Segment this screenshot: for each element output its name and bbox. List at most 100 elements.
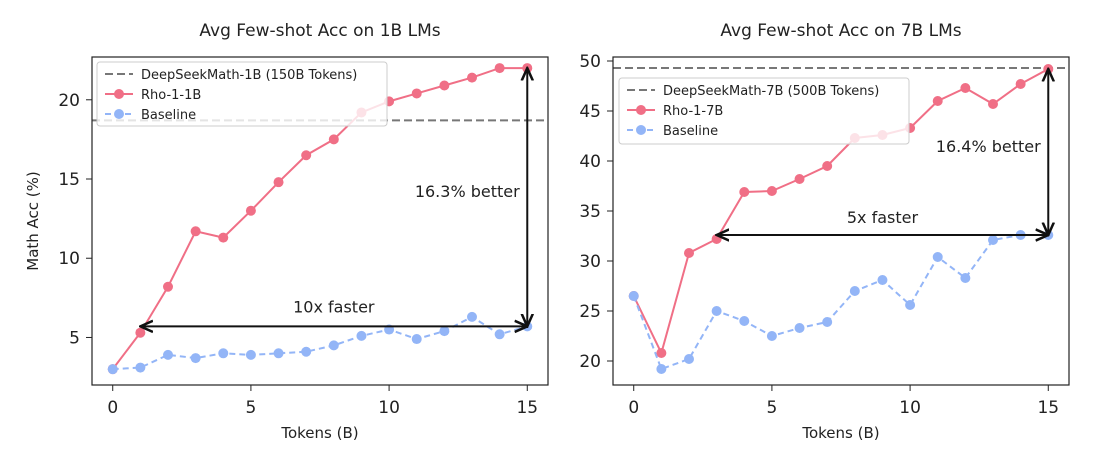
- data-point: [822, 317, 833, 327]
- annotation-label: 16.3% better: [415, 182, 520, 201]
- data-point: [190, 226, 201, 237]
- legend-label: Baseline: [141, 108, 196, 123]
- data-point: [467, 311, 477, 322]
- series-line-baseline: [632, 234, 1049, 371]
- legend: DeepSeekMath-1B (150B Tokens) Rho-1-1B Bas…: [96, 61, 388, 127]
- data-point: [411, 88, 422, 99]
- data-point: [439, 326, 450, 337]
- chart-title: Avg Few-shot Acc on 7B LMs: [720, 21, 961, 41]
- data-point: [656, 348, 667, 358]
- x-tick-label: 5: [245, 398, 256, 418]
- data-point: [273, 348, 284, 359]
- data-point: [739, 187, 750, 197]
- x-tick-label: 0: [107, 398, 118, 418]
- data-point: [328, 134, 339, 145]
- y-tick-label: 50: [579, 52, 601, 72]
- legend: DeepSeekMath-7B (500B Tokens) Rho-1-7B Bas…: [618, 77, 910, 145]
- data-point: [218, 348, 229, 359]
- x-tick-label: 5: [766, 398, 777, 418]
- data-point: [190, 353, 201, 364]
- legend-label: DeepSeekMath-7B (500B Tokens): [663, 84, 879, 99]
- legend-swatch-marker: [114, 109, 124, 119]
- data-point: [656, 364, 667, 374]
- data-point: [905, 300, 916, 310]
- data-point: [822, 161, 833, 171]
- y-tick-label: 20: [58, 91, 80, 111]
- y-tick-label: 15: [58, 170, 80, 190]
- legend-label: Rho-1-7B: [663, 104, 723, 119]
- data-point: [439, 80, 450, 91]
- data-point: [356, 330, 367, 341]
- data-point: [684, 354, 694, 364]
- data-point: [301, 346, 312, 357]
- data-point: [684, 248, 694, 258]
- x-axis-title: Tokens (B): [280, 424, 358, 442]
- legend-label: Rho-1-1B: [141, 88, 201, 103]
- data-point: [301, 150, 312, 161]
- data-point: [988, 99, 998, 109]
- series-line-baseline: [112, 315, 528, 371]
- data-point: [218, 232, 229, 243]
- y-axis-title: Math Acc (%): [24, 171, 42, 271]
- data-point: [960, 83, 971, 93]
- data-point: [932, 252, 943, 262]
- data-point: [135, 362, 146, 373]
- data-point: [245, 205, 256, 216]
- legend-label: DeepSeekMath-1B (150B Tokens): [141, 68, 357, 83]
- data-point: [245, 349, 256, 360]
- legend-box: [96, 61, 388, 127]
- data-point: [766, 186, 777, 196]
- y-tick-label: 10: [58, 249, 80, 269]
- data-point: [766, 331, 777, 341]
- data-point: [794, 174, 805, 184]
- plot-frame: [91, 56, 549, 386]
- x-tick-label: 15: [1037, 398, 1059, 418]
- data-point: [411, 334, 422, 345]
- x-tick-label: 10: [899, 398, 921, 418]
- data-point: [163, 349, 173, 360]
- data-point: [988, 235, 998, 245]
- x-tick-label: 0: [628, 398, 639, 418]
- y-tick-label: 45: [579, 102, 601, 122]
- data-point: [794, 323, 805, 333]
- annotation-label: 5x faster: [847, 208, 919, 227]
- chart-2: Avg Few-shot Acc on 7B LMs 5x faster 16.4%…: [579, 21, 1070, 442]
- annotation-label: 16.4% better: [936, 137, 1041, 156]
- y-tick-label: 20: [579, 352, 601, 372]
- data-point: [135, 327, 146, 338]
- x-tick-label: 10: [378, 398, 400, 418]
- y-tick-label: 30: [579, 252, 601, 272]
- y-tick-label: 25: [579, 302, 601, 322]
- data-point: [932, 96, 943, 106]
- y-tick-label: 35: [579, 202, 601, 222]
- data-point: [628, 291, 639, 301]
- data-point: [107, 364, 118, 375]
- legend-label: Baseline: [663, 124, 718, 139]
- data-point: [163, 281, 173, 292]
- x-axis-title: Tokens (B): [801, 424, 879, 442]
- annotation-label: 10x faster: [293, 297, 375, 316]
- data-point: [1015, 79, 1026, 89]
- data-point: [494, 329, 505, 340]
- y-tick-label: 5: [69, 328, 80, 348]
- legend-swatch-marker: [636, 105, 646, 115]
- data-point: [494, 63, 505, 74]
- chart-1: Avg Few-shot Acc on 1B LMs 10x faster 16.3…: [24, 21, 549, 442]
- data-point: [877, 275, 888, 285]
- data-point: [711, 306, 722, 316]
- data-point: [849, 286, 860, 296]
- data-point: [467, 72, 477, 83]
- data-point: [273, 177, 284, 188]
- y-tick-label: 40: [579, 152, 601, 172]
- x-tick-label: 15: [516, 398, 538, 418]
- legend-swatch-marker: [636, 125, 646, 135]
- data-point: [739, 316, 750, 326]
- data-point: [960, 273, 971, 283]
- legend-box: [618, 77, 910, 145]
- plot-frame: [612, 56, 1070, 386]
- series-line-rho-1-7b: [632, 68, 1049, 356]
- data-point: [328, 340, 339, 351]
- chart-title: Avg Few-shot Acc on 1B LMs: [199, 21, 440, 41]
